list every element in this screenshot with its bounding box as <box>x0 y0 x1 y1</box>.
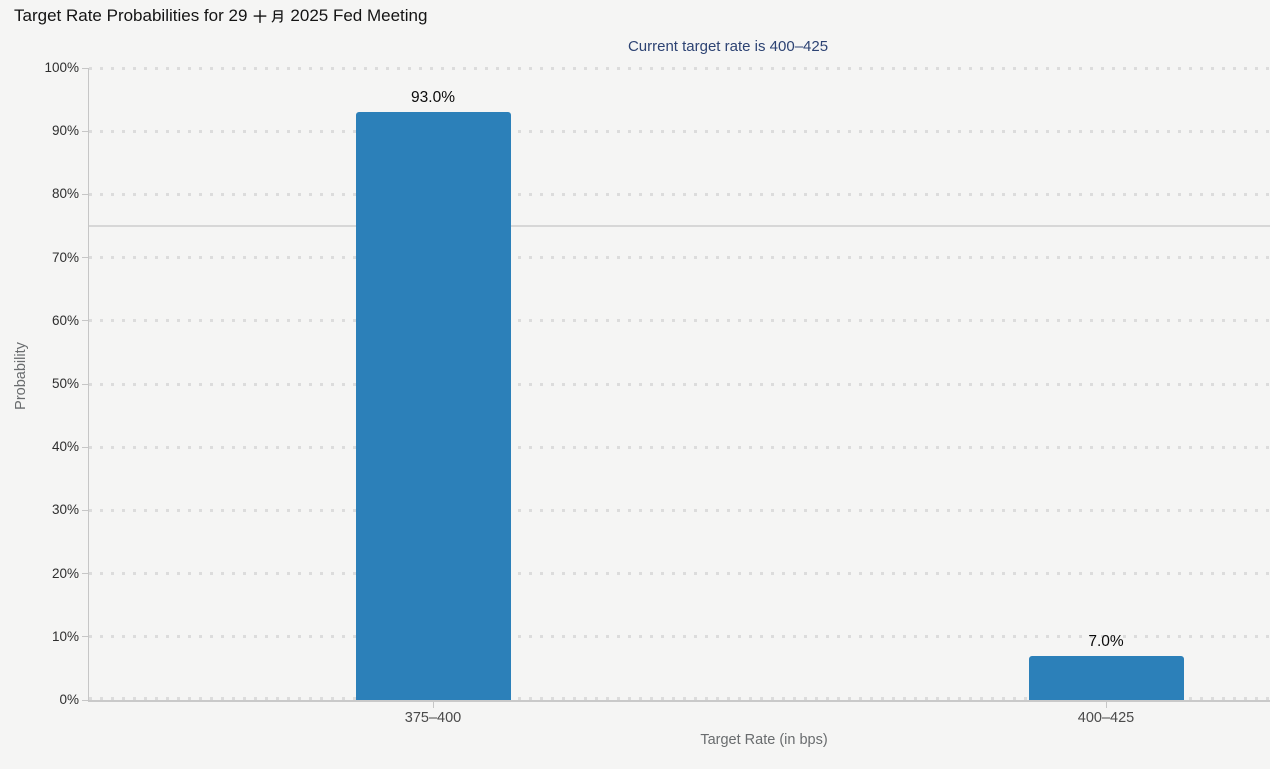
gridline-50pct <box>89 382 1270 386</box>
x-axis-title: Target Rate (in bps) <box>700 732 828 748</box>
y-tick-label: 50% <box>51 376 79 391</box>
chart-title: Target Rate Probabilities for 29 2025 Fe… <box>14 4 427 28</box>
y-axis-tick <box>82 320 89 322</box>
reference-line-75pct <box>89 225 1270 227</box>
y-tick-label: 30% <box>51 502 79 518</box>
y-tick-label: 70% <box>51 249 79 265</box>
bar-400-425[interactable] <box>1028 655 1184 700</box>
y-tick-label: 60% <box>51 312 79 328</box>
y-axis-tick <box>82 67 89 69</box>
bar-375-400[interactable] <box>355 112 511 700</box>
gridline-80pct <box>89 192 1270 196</box>
gridline-60pct <box>89 319 1270 323</box>
y-tick-label: 80% <box>51 186 79 202</box>
x-axis-tick <box>1105 702 1107 708</box>
y-axis-tick <box>82 446 89 448</box>
y-axis-title: Probability <box>13 342 29 410</box>
y-tick-label: 20% <box>51 565 79 581</box>
gridline-40pct <box>89 445 1270 449</box>
y-axis-tick <box>82 509 89 511</box>
cjk-october-glyph <box>252 8 285 25</box>
chart-title-suffix: 2025 Fed Meeting <box>290 6 428 25</box>
gridline-10pct <box>89 635 1270 639</box>
bar-value-label-375-400: 93.0% <box>411 89 455 107</box>
y-axis-tick <box>82 130 89 132</box>
gridline-20pct <box>89 572 1270 576</box>
x-tick-label-375-400: 375–400 <box>404 710 462 726</box>
x-axis-tick <box>432 702 434 708</box>
y-tick-label: 10% <box>51 628 79 644</box>
y-tick-label: 40% <box>51 439 79 455</box>
y-axis-tick <box>82 573 89 575</box>
chart-subtitle: Current target rate is 400–425 <box>627 38 829 55</box>
bar-value-label-400-425: 7.0% <box>1088 632 1124 650</box>
plot-area: 0% 10% 20% 30% 40% 50% 60% 70% 80% 90% 100% 93.0% 37… <box>44 60 1270 726</box>
y-axis-tick <box>82 257 89 259</box>
y-axis-tick <box>82 383 89 385</box>
y-tick-label: 90% <box>51 123 79 139</box>
y-tick-label: 100% <box>44 60 79 75</box>
chart-title-prefix: Target Rate Probabilities for 29 <box>14 6 248 25</box>
y-axis-tick <box>82 193 89 195</box>
cjk-shi-icon <box>254 9 267 23</box>
y-axis-tick <box>82 699 89 701</box>
cjk-yue-icon <box>271 9 283 23</box>
gridline-30pct <box>89 508 1270 512</box>
gridline-90pct <box>89 129 1270 133</box>
gridline-0pct <box>89 697 1270 700</box>
gridline-70pct <box>89 256 1270 260</box>
gridline-100pct <box>89 66 1270 70</box>
y-tick-label: 0% <box>59 692 79 707</box>
x-tick-label-400-425: 400–425 <box>1077 710 1135 726</box>
y-axis-tick <box>82 636 89 638</box>
